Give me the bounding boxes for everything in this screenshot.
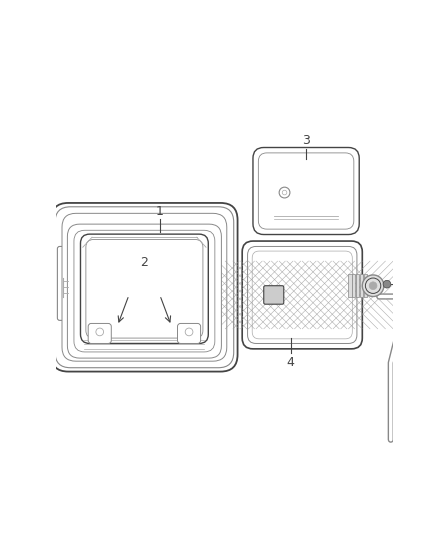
FancyBboxPatch shape: [74, 230, 215, 352]
Text: 1: 1: [156, 205, 164, 219]
FancyBboxPatch shape: [86, 239, 203, 338]
FancyBboxPatch shape: [177, 324, 201, 343]
Text: 3: 3: [302, 134, 310, 148]
Bar: [349, 274, 352, 297]
FancyBboxPatch shape: [55, 207, 234, 368]
Circle shape: [362, 275, 384, 296]
Text: 4: 4: [287, 356, 295, 369]
FancyBboxPatch shape: [57, 246, 71, 320]
Bar: [364, 274, 367, 297]
Circle shape: [383, 280, 391, 288]
FancyBboxPatch shape: [253, 148, 359, 235]
Text: 2: 2: [141, 256, 148, 269]
FancyBboxPatch shape: [264, 286, 284, 304]
Bar: [352, 274, 355, 297]
FancyBboxPatch shape: [62, 213, 227, 361]
FancyBboxPatch shape: [88, 324, 111, 343]
FancyBboxPatch shape: [81, 234, 208, 343]
FancyBboxPatch shape: [67, 224, 221, 358]
Bar: [360, 274, 363, 297]
FancyBboxPatch shape: [51, 203, 237, 372]
FancyBboxPatch shape: [247, 246, 357, 343]
Circle shape: [369, 282, 377, 289]
FancyBboxPatch shape: [252, 251, 352, 339]
FancyBboxPatch shape: [258, 153, 354, 229]
Bar: [356, 274, 359, 297]
FancyBboxPatch shape: [242, 241, 362, 349]
